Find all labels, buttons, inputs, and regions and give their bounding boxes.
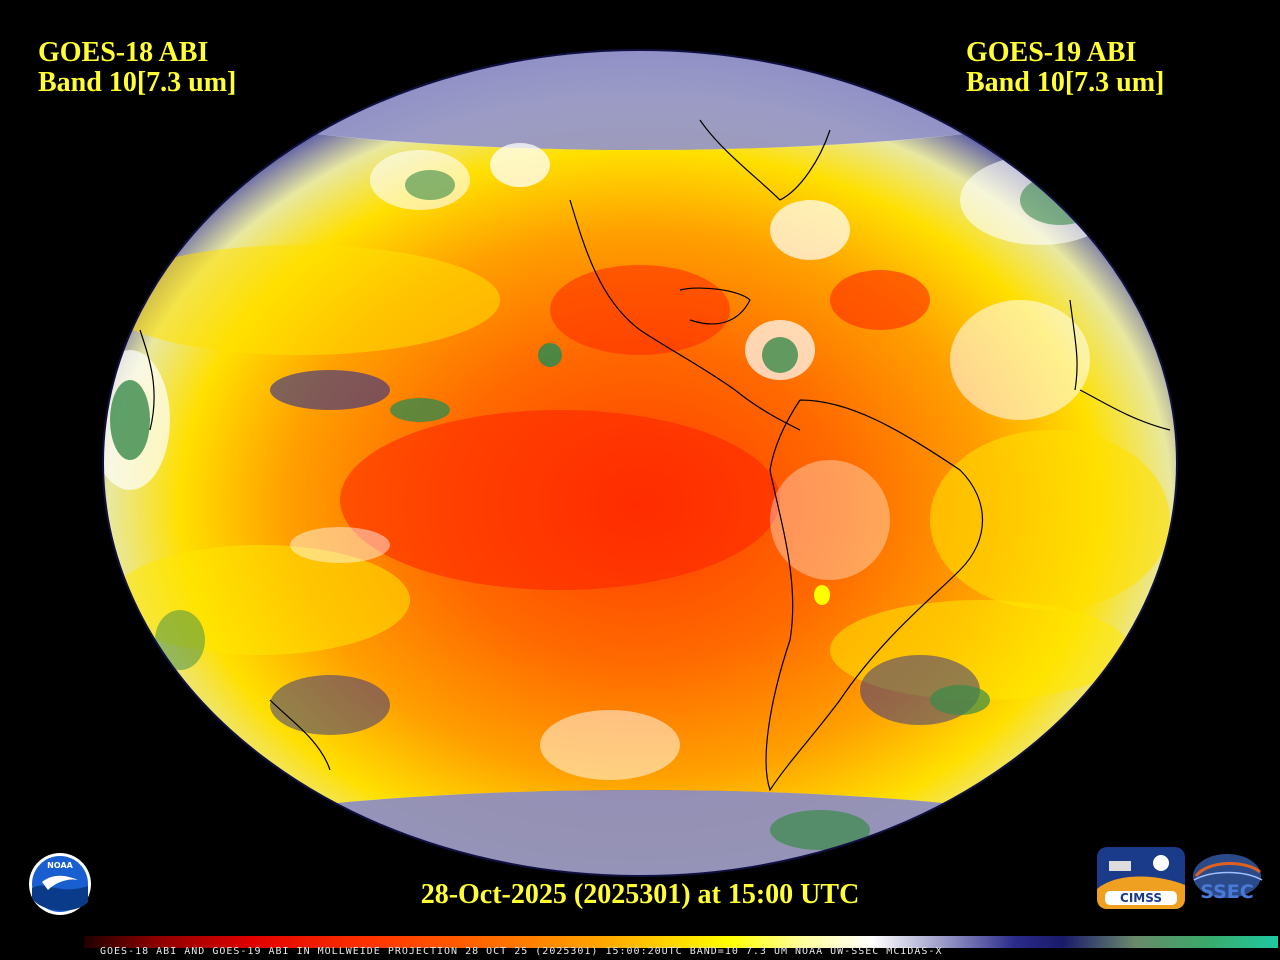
footer-caption: GOES-18 ABI AND GOES-19 ABI IN MOLLWEIDE… (100, 946, 943, 957)
noaa-logo: NOAA (29, 853, 91, 915)
left-band-label: Band 10[7.3 um] (38, 67, 237, 98)
cimss-logo: CIMSS (1097, 847, 1185, 909)
left-satellite-label: GOES-18 ABI Band 10[7.3 um] (38, 38, 236, 98)
right-satellite-name: GOES-19 ABI (966, 37, 1137, 68)
cimss-logo-text: CIMSS (1120, 891, 1162, 905)
ssec-logo: SSEC (1193, 854, 1263, 903)
right-band-label: Band 10[7.3 um] (966, 67, 1165, 98)
left-satellite-name: GOES-18 ABI (38, 37, 209, 68)
globe-image (103, 50, 1177, 876)
right-satellite-label: GOES-19 ABI Band 10[7.3 um] (966, 38, 1164, 98)
noaa-logo-text: NOAA (47, 861, 73, 870)
ssec-logo-text: SSEC (1200, 881, 1253, 903)
timestamp-label: 28-Oct-2025 (2025301) at 15:00 UTC (420, 879, 860, 910)
color-scale-bar (84, 936, 1278, 948)
